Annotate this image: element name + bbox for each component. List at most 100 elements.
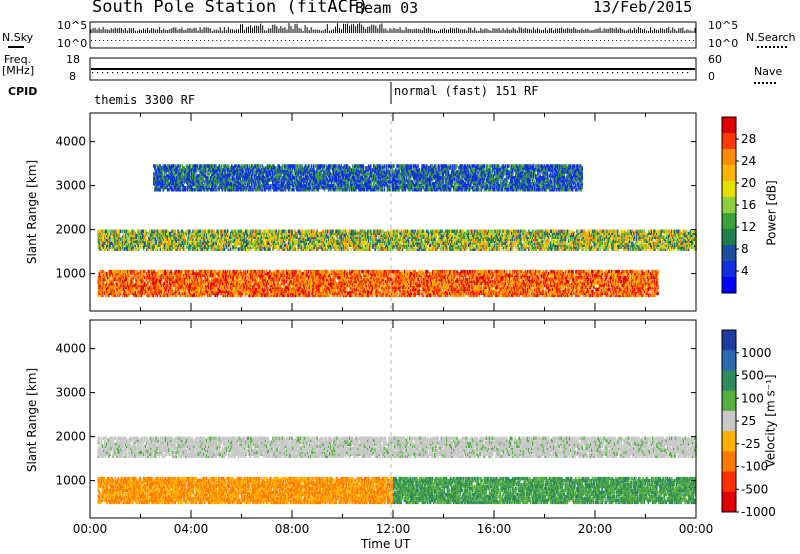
echo-cell: [339, 237, 342, 241]
echo-cell: [418, 233, 421, 238]
echo-cell: [346, 245, 349, 249]
echo-cell: [133, 235, 135, 239]
echo-cell: [314, 243, 316, 247]
echo-cell: [593, 243, 595, 247]
echo-cell: [311, 229, 313, 234]
echo-cell: [297, 237, 300, 241]
echo-cell: [406, 229, 409, 234]
echo-cell: [274, 235, 276, 239]
echo-cell: [381, 229, 384, 234]
echo-cell: [394, 229, 396, 234]
echo-cell: [586, 241, 589, 245]
echo-cell: [497, 233, 499, 238]
echo-cell: [407, 235, 410, 239]
echo-cell: [439, 239, 442, 243]
echo-cell: [279, 237, 282, 241]
echo-cell: [352, 235, 354, 239]
echo-cell: [114, 241, 116, 245]
echo-cell: [126, 247, 128, 251]
echo-cell: [471, 237, 473, 241]
echo-cell: [323, 243, 326, 247]
echo-cell: [313, 239, 315, 243]
echo-cell: [452, 247, 454, 251]
echo-cell: [577, 245, 579, 249]
echo-cell: [361, 245, 364, 249]
echo-cell: [540, 243, 543, 247]
echo-cell: [560, 237, 563, 241]
echo-cell: [139, 241, 142, 245]
echo-cell: [263, 231, 266, 236]
echo-cell: [576, 247, 578, 251]
echo-cell: [495, 247, 497, 251]
echo-cell: [115, 237, 118, 241]
echo-cell: [247, 235, 249, 239]
echo-cell: [321, 247, 324, 251]
echo-cell: [573, 247, 575, 251]
echo-cell: [98, 247, 101, 251]
echo-cell: [222, 229, 225, 234]
nave-dot: [357, 72, 359, 74]
echo-cell: [228, 247, 230, 251]
echo-cell: [546, 231, 549, 236]
echo-cell: [620, 235, 623, 239]
echo-cell: [248, 229, 250, 234]
echo-cell: [225, 229, 228, 234]
echo-cell: [187, 229, 189, 234]
echo-cell: [377, 245, 379, 249]
echo-cell: [112, 239, 114, 243]
echo-cell: [364, 233, 367, 238]
echo-cell: [417, 241, 419, 245]
echo-cell: [322, 243, 325, 247]
echo-cell: [284, 237, 287, 241]
echo-cell: [379, 235, 382, 239]
echo-cell: [659, 247, 661, 251]
echo-cell: [458, 233, 460, 238]
echo-cell: [481, 233, 484, 238]
echo-cell: [190, 233, 192, 238]
echo-cell: [342, 243, 345, 247]
echo-cell: [284, 231, 287, 236]
echo-cell: [205, 243, 208, 247]
echo-cell: [514, 243, 516, 247]
echo-cell: [394, 239, 396, 243]
echo-cell: [392, 229, 394, 234]
echo-cell: [208, 231, 210, 236]
echo-cell: [619, 241, 621, 245]
echo-cell: [450, 247, 452, 251]
echo-cell: [451, 241, 453, 245]
echo-cell: [224, 233, 227, 238]
echo-cell: [396, 247, 398, 251]
echo-cell: [402, 245, 405, 249]
echo-cell: [103, 247, 106, 251]
echo-cell: [578, 229, 580, 234]
echo-cell: [623, 245, 626, 249]
echo-cell: [495, 229, 497, 234]
echo-cell: [332, 231, 334, 236]
echo-cell: [326, 241, 329, 245]
echo-cell: [313, 241, 315, 245]
echo-cell: [571, 243, 573, 247]
echo-cell: [603, 237, 606, 241]
echo-cell: [568, 247, 571, 251]
echo-cell: [135, 239, 137, 243]
echo-cell: [173, 239, 175, 243]
echo-cell: [411, 245, 413, 249]
echo-cell: [232, 231, 234, 236]
echo-cell: [194, 233, 196, 238]
echo-cell: [625, 247, 628, 251]
echo-cell: [638, 231, 640, 236]
echo-cell: [414, 247, 416, 251]
echo-cell: [168, 233, 170, 238]
echo-cell: [285, 235, 288, 239]
echo-cell: [423, 231, 426, 236]
echo-cell: [281, 237, 284, 241]
echo-cell: [335, 239, 337, 243]
echo-cell: [237, 229, 240, 234]
echo-cell: [381, 239, 384, 243]
echo-cell: [535, 235, 537, 239]
echo-cell: [342, 247, 345, 251]
echo-cell: [369, 241, 371, 245]
echo-cell: [542, 233, 545, 238]
echo-cell: [460, 241, 463, 245]
echo-cell: [211, 235, 213, 239]
